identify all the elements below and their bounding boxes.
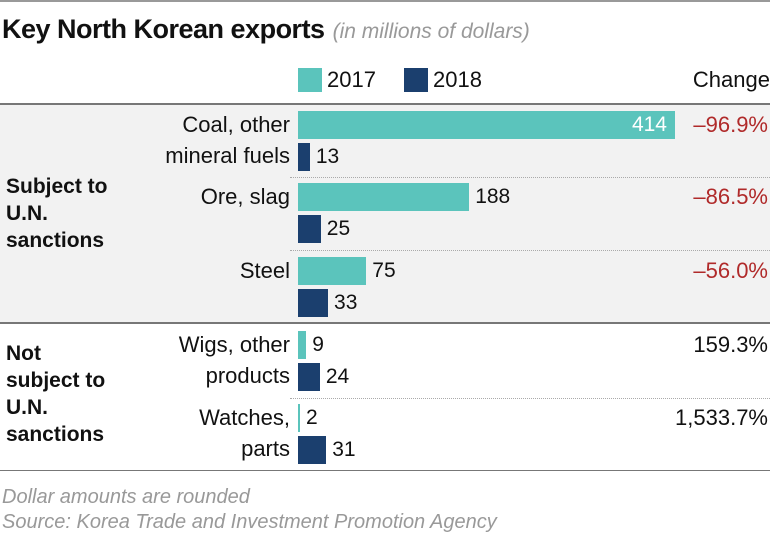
group-line: U.N. [6,202,48,225]
row-divider [290,177,770,178]
legend-swatch-2017 [298,68,322,92]
category-label-line1: Steel [239,258,290,283]
value-label-2017: 188 [475,185,511,208]
change-value: 1,533.7% [675,405,768,430]
chart-title: Key North Korean exports (in millions of … [2,14,530,45]
group-line: U.N. [6,396,48,419]
legend-label-2018: 2018 [433,67,482,92]
row-divider [290,398,770,399]
bar-2017 [298,111,675,139]
group-line: sanctions [6,229,105,252]
bar-2018 [298,215,321,243]
change-value: –86.5% [693,184,768,209]
value-label-2017: 75 [372,259,396,282]
bar-2018 [298,363,320,391]
change-header: Change [692,67,770,92]
note-source: Source: Korea Trade and Investment Promo… [2,511,497,533]
top-rule [0,0,770,2]
group-label-sanctioned: Subject to U.N. sanctions [6,173,108,254]
change-value: –56.0% [693,258,768,283]
title-text: Key North Korean exports [2,14,325,44]
category-label-line1: Ore, slag [200,184,290,209]
bottom-rule [0,470,770,471]
legend-label-2017: 2017 [327,67,376,92]
bar-2018 [298,289,329,317]
category-label-line1: Coal, other [182,112,290,137]
value-label-2018: 25 [326,217,351,240]
group-line: Subject to [6,175,108,198]
value-label-2017: 2 [306,406,318,429]
legend-swatch-2018 [404,68,428,92]
sanctioned-section-bg [0,105,770,322]
value-label-2017: 9 [312,333,324,356]
row-divider [290,250,770,251]
value-label-2018: 31 [332,438,356,461]
group-line: subject to [6,369,106,392]
group-line: Not [6,342,41,365]
header-rule [0,103,770,105]
change-value: –96.9% [693,112,768,137]
group-label-not-sanctioned: Not subject to U.N. sanctions [6,340,105,448]
category-label-line1: Watches, [199,405,290,430]
category-label-line2: products [205,363,290,388]
bar-2018 [298,143,310,171]
note-rounded: Dollar amounts are rounded [2,486,250,508]
value-label-2018: 24 [325,365,350,388]
bar-2018 [298,436,327,464]
category-label-line2: mineral fuels [165,143,290,168]
group-line: sanctions [6,423,105,446]
change-value: 159.3% [693,332,768,357]
bar-2017 [298,183,470,211]
section-rule [0,322,770,324]
chart-subtitle: (in millions of dollars) [332,20,530,43]
bar-2017 [298,257,367,285]
value-label-2018: 13 [315,145,340,168]
value-label-2017: 414 [631,113,667,136]
category-label-line1: Wigs, other [178,332,290,357]
value-label-2018: 33 [334,291,358,314]
bar-2017 [298,404,300,432]
category-label-line2: parts [241,436,290,461]
bar-2017 [298,331,307,359]
